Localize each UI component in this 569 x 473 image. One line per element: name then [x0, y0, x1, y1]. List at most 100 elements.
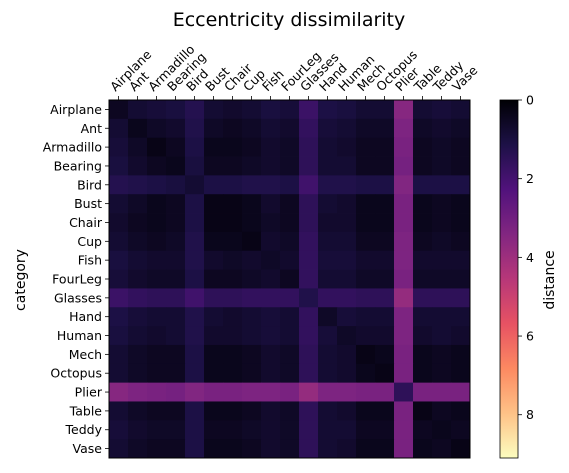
heatmap-cell — [413, 439, 433, 459]
heatmap-cell — [223, 439, 243, 459]
heatmap-cell — [147, 231, 167, 252]
heatmap-cell — [147, 363, 167, 384]
heatmap-cell — [242, 363, 262, 384]
heatmap-cell — [413, 382, 433, 402]
heatmap-cell — [166, 382, 186, 402]
heatmap-cell — [394, 363, 414, 384]
heatmap-cell — [109, 137, 129, 157]
heatmap-cell — [128, 250, 148, 270]
heatmap-cell — [109, 420, 129, 440]
heatmap-cell — [280, 326, 300, 346]
heatmap-cell — [451, 401, 471, 421]
heatmap-cell — [185, 231, 205, 252]
heatmap-cell — [356, 269, 376, 289]
heatmap-cell — [261, 137, 281, 157]
heatmap-cell — [451, 118, 471, 139]
heatmap-cell — [166, 307, 186, 327]
heatmap-cell — [337, 118, 357, 139]
heatmap-cell — [375, 420, 395, 440]
heatmap-cell — [166, 344, 186, 365]
heatmap-cell — [185, 439, 205, 459]
heatmap-cell — [204, 194, 224, 214]
heatmap-cell — [413, 156, 433, 176]
heatmap-cell — [166, 401, 186, 421]
y-tick-label: Cup — [77, 234, 102, 249]
heatmap-cell — [375, 288, 395, 308]
heatmap-cell — [451, 231, 471, 252]
heatmap-cell — [299, 326, 319, 346]
heatmap-cell — [166, 175, 186, 195]
heatmap-cell — [318, 175, 338, 195]
heatmap-cell — [261, 269, 281, 289]
heatmap-cell — [280, 344, 300, 365]
heatmap-cell — [261, 213, 281, 233]
heatmap-cell — [394, 269, 414, 289]
heatmap-cell — [204, 439, 224, 459]
heatmap-cell — [147, 307, 167, 327]
heatmap-cell — [394, 344, 414, 365]
heatmap-cell — [451, 175, 471, 195]
heatmap-cell — [337, 100, 357, 120]
heatmap-cell — [261, 288, 281, 308]
heatmap-cell — [318, 420, 338, 440]
heatmap-cell — [185, 344, 205, 365]
heatmap-cell — [375, 250, 395, 270]
heatmap-cell — [128, 382, 148, 402]
y-tick-label: Bust — [74, 196, 102, 211]
heatmap-cell — [394, 420, 414, 440]
heatmap-cell — [318, 288, 338, 308]
y-tick-label: Plier — [75, 385, 103, 400]
heatmap-cell — [432, 175, 452, 195]
y-tick-label: Bearing — [54, 158, 102, 173]
heatmap-cell — [299, 307, 319, 327]
heatmap-cell — [261, 250, 281, 270]
heatmap-cell — [318, 213, 338, 233]
heatmap-cell — [318, 401, 338, 421]
heatmap-cell — [166, 194, 186, 214]
heatmap-cell — [356, 118, 376, 139]
heatmap-cell — [128, 269, 148, 289]
heatmap-cell — [451, 194, 471, 214]
heatmap-cell — [204, 344, 224, 365]
heatmap-cell — [337, 194, 357, 214]
colorbar-ticks: 0 2 4 6 8 — [518, 93, 534, 422]
heatmap-cell — [109, 118, 129, 139]
heatmap-cell — [185, 307, 205, 327]
y-tick-label: Vase — [73, 441, 103, 456]
heatmap-cell — [147, 137, 167, 157]
heatmap-cell — [166, 231, 186, 252]
heatmap-cell — [356, 175, 376, 195]
heatmap-cell — [109, 363, 129, 384]
y-tick-label: Table — [69, 403, 103, 418]
heatmap-cell — [413, 100, 433, 120]
heatmap-cell — [185, 420, 205, 440]
heatmap-cell — [280, 194, 300, 214]
heatmap-cell — [318, 137, 338, 157]
heatmap-cell — [451, 137, 471, 157]
heatmap-cell — [204, 137, 224, 157]
heatmap-cell — [128, 194, 148, 214]
heatmap-cell — [204, 401, 224, 421]
heatmap-cell — [223, 420, 243, 440]
heatmap-cell — [280, 175, 300, 195]
heatmap-cell — [318, 307, 338, 327]
heatmap-cell — [394, 326, 414, 346]
heatmap-cell — [147, 118, 167, 139]
heatmap-cell — [280, 288, 300, 308]
heatmap-cell — [356, 420, 376, 440]
heatmap-cell — [128, 156, 148, 176]
heatmap-cell — [204, 307, 224, 327]
heatmap-cell — [337, 231, 357, 252]
heatmap-cell — [337, 307, 357, 327]
heatmap-cell — [261, 156, 281, 176]
heatmap-cell — [147, 156, 167, 176]
heatmap-cell — [432, 137, 452, 157]
heatmap-cell — [204, 100, 224, 120]
heatmap-cell — [242, 100, 262, 120]
heatmap-cell — [432, 363, 452, 384]
heatmap-cell — [432, 156, 452, 176]
heatmap-cell — [242, 118, 262, 139]
heatmap-cell — [451, 288, 471, 308]
heatmap-cell — [451, 439, 471, 459]
heatmap-cell — [394, 118, 414, 139]
